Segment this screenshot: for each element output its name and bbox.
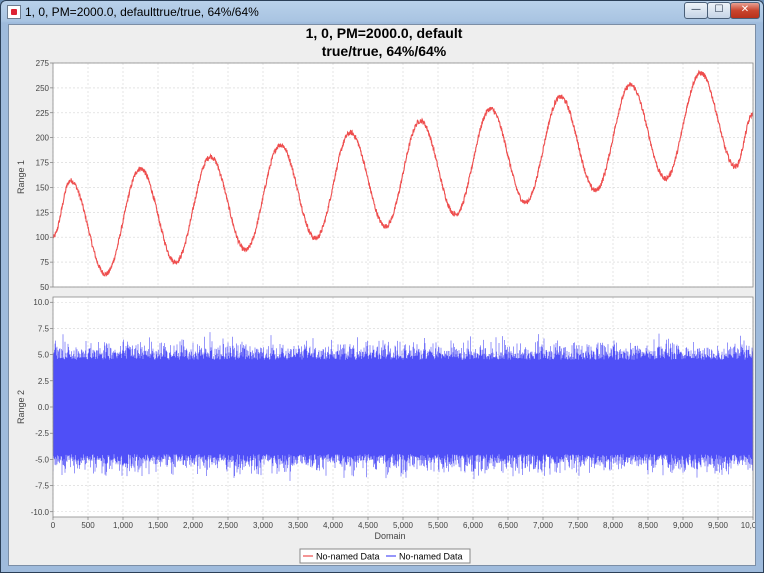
title-bar[interactable]: 1, 0, PM=2000.0, defaulttrue/true, 64%/6…	[1, 1, 763, 23]
series-range-1-line	[53, 69, 753, 277]
x-tick-label: 8,000	[603, 521, 624, 530]
x-tick-label: 1,500	[148, 521, 169, 530]
y-tick-label: 200	[36, 134, 50, 143]
y-tick-label: 175	[36, 159, 50, 168]
y-tick-label: -7.5	[35, 482, 49, 491]
subplot-range-2: -10.0 -7.5 -5.0 -2.5 0.0 2.5 5.0 7.5 10.0	[31, 296, 754, 518]
x-tick-label: 5,000	[393, 521, 414, 530]
window-title: 1, 0, PM=2000.0, defaulttrue/true, 64%/6…	[25, 5, 259, 19]
x-tick-label: 4,500	[358, 521, 379, 530]
y-tick-label: 75	[40, 258, 49, 267]
y-tick-label: -2.5	[35, 429, 49, 438]
y-tick-label: 100	[36, 233, 50, 242]
domain-axis: 0 500 1,000 1,500 2,000 2,500 3,000 3,500 4,000 4…	[51, 517, 755, 530]
x-tick-label: 6,500	[498, 521, 519, 530]
x-tick-label: 1,000	[113, 521, 134, 530]
x-tick-label: 3,500	[288, 521, 309, 530]
combined-chart: 1, 0, PM=2000.0, default true/true, 64%/…	[16, 25, 755, 564]
x-tick-label: 2,500	[218, 521, 239, 530]
x-tick-label: 10,000	[741, 521, 755, 530]
maximize-button[interactable]: ☐	[707, 2, 731, 19]
y-tick-label: 2.5	[38, 377, 50, 386]
x-tick-label: 0	[51, 521, 56, 530]
y-tick-label: 7.5	[38, 324, 50, 333]
x-tick-label: 5,500	[428, 521, 449, 530]
y-axis-label-range-2: Range 2	[16, 390, 26, 424]
x-tick-label: 500	[81, 521, 95, 530]
legend: No-named Data No-named Data	[299, 548, 471, 564]
y-tick-label: -5.0	[35, 455, 49, 464]
x-tick-label: 7,500	[568, 521, 589, 530]
y-tick-label: 150	[36, 183, 50, 192]
subplot-range-1: 50 75 100 125 150 175 200 225 250 275	[36, 59, 754, 292]
java-app-icon[interactable]	[7, 5, 21, 19]
x-tick-label: 8,500	[638, 521, 659, 530]
chart-panel: 1, 0, PM=2000.0, default true/true, 64%/…	[8, 24, 756, 566]
y-tick-label: 5.0	[38, 351, 50, 360]
chart-title-line-2: true/true, 64%/64%	[322, 43, 447, 59]
x-tick-label: 2,000	[183, 521, 204, 530]
y-tick-label: 125	[36, 208, 50, 217]
y-axis-label-range-1: Range 1	[16, 160, 26, 194]
series-range-2-line	[53, 332, 753, 481]
legend-box	[299, 548, 471, 564]
legend-label-series-2: No-named Data	[399, 552, 463, 562]
plot-border-1	[52, 62, 754, 288]
y-tick-label: 10.0	[33, 298, 49, 307]
close-button[interactable]: ✕	[730, 2, 760, 19]
chart-title-line-1: 1, 0, PM=2000.0, default	[306, 25, 463, 41]
y-tick-label: 275	[36, 59, 50, 68]
x-tick-label: 3,000	[253, 521, 274, 530]
x-tick-label: 7,000	[533, 521, 554, 530]
x-tick-label: 4,000	[323, 521, 344, 530]
y-tick-label: -10.0	[31, 508, 50, 517]
y-tick-label: 250	[36, 84, 50, 93]
x-tick-label: 9,500	[708, 521, 729, 530]
legend-label-series-1: No-named Data	[316, 552, 380, 562]
x-tick-label: 6,000	[463, 521, 484, 530]
y-tick-label: 50	[40, 283, 49, 292]
x-tick-label: 9,000	[673, 521, 694, 530]
y-tick-label: 0.0	[38, 403, 50, 412]
y-tick-label: 225	[36, 109, 50, 118]
x-axis-label: Domain	[374, 531, 405, 541]
minimize-button[interactable]: —	[684, 2, 708, 19]
